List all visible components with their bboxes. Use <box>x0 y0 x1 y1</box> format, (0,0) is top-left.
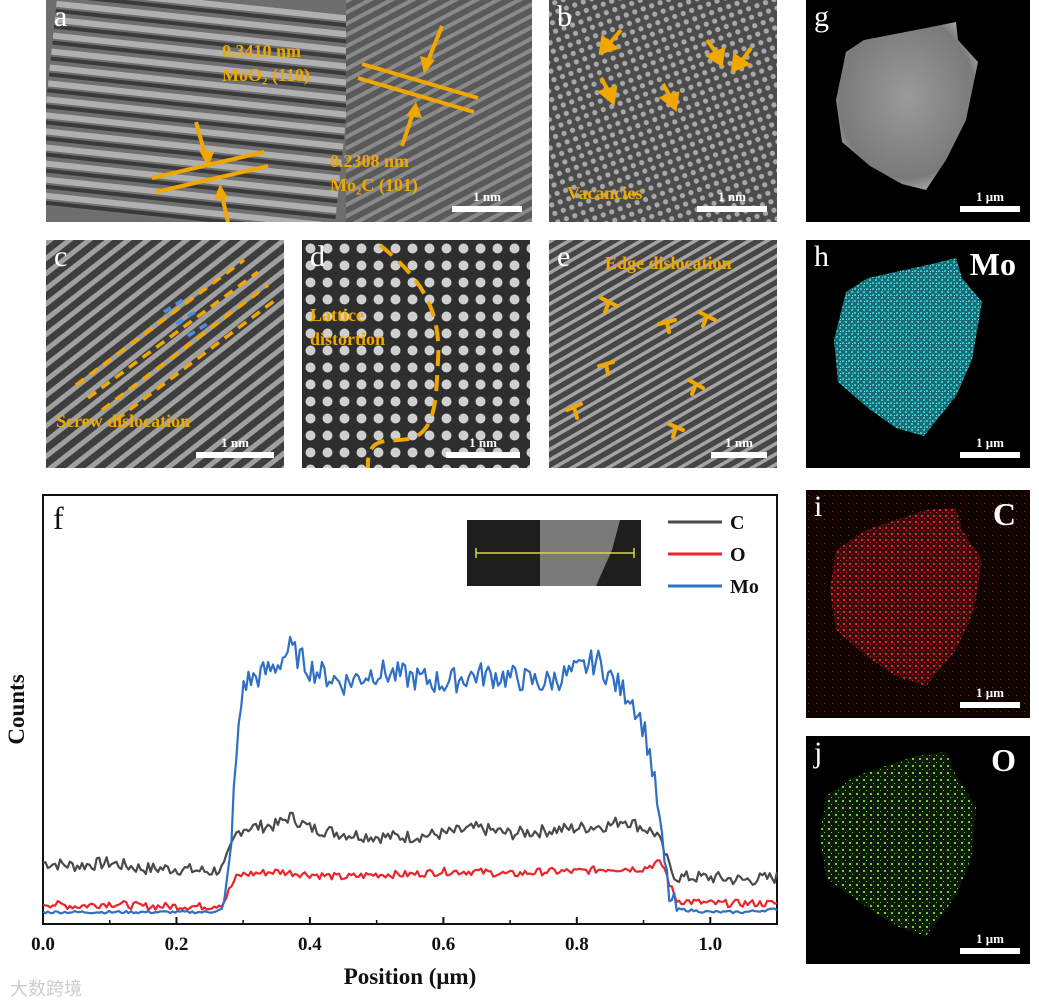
panel-d-scale-bar: 1 nm <box>446 436 520 458</box>
panel-j-element-label: O <box>991 742 1016 778</box>
y-axis-label: Counts <box>4 674 29 744</box>
series-line-o <box>42 859 778 912</box>
panel-d-label: d <box>310 240 325 273</box>
panel-a-label: a <box>54 0 68 33</box>
panel-b-tem-image: b Vacancies 1 nm <box>549 0 777 222</box>
panel-c-scale-bar: 1 nm <box>196 436 274 458</box>
series-line-c <box>42 811 779 886</box>
panel-j-map-image <box>820 752 976 936</box>
panel-g-particle <box>836 22 978 190</box>
panel-h-element-label: Mo <box>969 246 1016 282</box>
panel-h-mo-map: h Mo 1 μm <box>806 240 1030 468</box>
legend-label-mo: Mo <box>730 576 759 598</box>
panel-a-spacing-mo2c: 0.2308 nm <box>330 151 410 171</box>
panel-d-lattice <box>302 240 530 468</box>
x-tick-label: 0.8 <box>565 934 589 955</box>
panel-i-map-image <box>806 490 1030 718</box>
panel-c-annotation: Screw dislocation <box>56 411 191 431</box>
panel-b-lattice <box>549 0 777 222</box>
panel-c-lattice <box>46 240 284 468</box>
plot-frame <box>42 494 778 925</box>
panel-a-tem-image: a 0.3410 nm MoO₂ (110) 0.2308 nm Mo₂C (1… <box>46 0 532 222</box>
watermark-logo: 大数跨境 <box>10 979 82 1000</box>
panel-j-label: j <box>814 736 823 769</box>
panel-i-scale-bar: 1 μm <box>960 686 1020 708</box>
x-tick-label: 1.0 <box>698 934 722 955</box>
panel-e-label: e <box>557 240 571 273</box>
panel-e-tem-image: Edge dislocation e 1 nm <box>549 240 777 468</box>
panel-f-label: f <box>53 500 64 536</box>
panel-h-scale-bar: 1 μm <box>960 436 1020 458</box>
panel-a-lattice-fringes <box>46 0 532 222</box>
panel-a-scale-bar: 1 nm <box>452 190 522 212</box>
panel-d-annotation-line2: distortion <box>310 329 386 349</box>
panel-e-annotation: Edge dislocation <box>605 253 732 273</box>
panel-a-plane-mo2c: Mo₂C (101) <box>330 175 418 195</box>
panel-e-lattice <box>549 240 777 468</box>
panel-g-label: g <box>814 0 829 33</box>
x-axis-label: Position (μm) <box>344 964 477 989</box>
x-tick-label: 0.6 <box>431 934 455 955</box>
panel-g-sem-image: g 1 μm <box>806 0 1030 222</box>
panel-i-element-label: C <box>992 496 1016 532</box>
x-tick-label: 0.4 <box>298 934 322 955</box>
x-tick-label: 0.2 <box>165 934 189 955</box>
x-tick-label: 0.0 <box>31 934 55 955</box>
panel-d-annotation-line1: Lattice <box>310 305 364 325</box>
panel-d-tem-image: d Lattice distortion 1 nm <box>302 240 530 468</box>
panel-b-label: b <box>557 0 572 33</box>
legend-label-o: O <box>730 544 746 566</box>
panel-i-c-map: i C 1 μm <box>806 490 1030 718</box>
panel-a-spacing-moo2: 0.3410 nm <box>222 41 302 61</box>
panel-h-map-image <box>834 258 982 436</box>
panel-j-o-map: j O 1 μm <box>806 736 1030 964</box>
panel-e-scale-bar: 1 nm <box>711 436 767 458</box>
panel-b-annotation: Vacancies <box>567 183 643 203</box>
panel-i-label: i <box>814 490 823 523</box>
panel-b-scale-bar: 1 nm <box>697 190 767 212</box>
panel-f-line-profile-chart: f 0.0 0.2 0.4 0.6 0.8 1.0 Position (μm) Counts C O… <box>0 490 790 1005</box>
panel-a-plane-moo2: MoO₂ (110) <box>222 65 310 85</box>
panel-c-tem-image: c Screw dislocation 1 nm <box>46 240 284 468</box>
panel-f-chart-svg: f 0.0 0.2 0.4 0.6 0.8 1.0 Position (μm) Counts CO… <box>4 494 779 989</box>
panel-c-label: c <box>54 240 68 273</box>
panel-j-scale-bar: 1 μm <box>960 932 1020 954</box>
legend-label-c: C <box>730 512 744 534</box>
panel-h-label: h <box>814 240 829 273</box>
series-line-mo <box>42 635 778 915</box>
panel-g-scale-bar: 1 μm <box>960 190 1020 212</box>
